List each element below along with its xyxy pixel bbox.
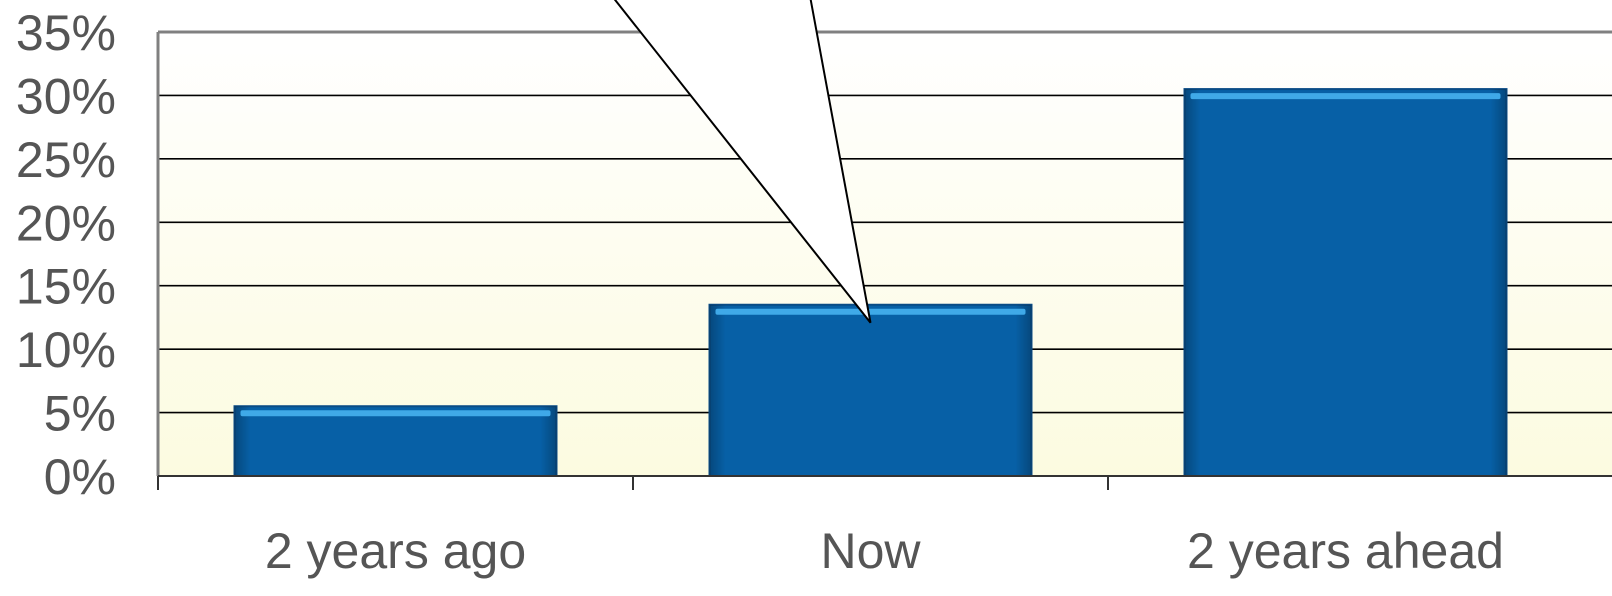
- bar: [1183, 88, 1508, 477]
- y-tick-label: 25%: [16, 132, 116, 188]
- callout-pointer: [613, 0, 872, 324]
- bar-bevel: [709, 304, 1032, 476]
- y-tick-label: 10%: [16, 322, 116, 378]
- y-tick-label: 15%: [16, 259, 116, 315]
- x-tick-labels: 2 years ago Now 2 years ahead: [265, 523, 1504, 579]
- y-tick-label: 30%: [16, 68, 116, 124]
- bar: [233, 405, 558, 478]
- x-tick-label: Now: [820, 523, 921, 579]
- bar: [708, 303, 1033, 477]
- y-tick-labels: 0% 5% 10% 15% 20% 25% 30% 35%: [16, 5, 116, 505]
- y-tick-label: 5%: [44, 386, 116, 442]
- y-tick-label: 0%: [44, 449, 116, 505]
- bars: [233, 88, 1508, 478]
- axes: [156, 32, 1612, 490]
- bar-bevel: [234, 406, 557, 476]
- callout: [613, 0, 872, 324]
- bar-highlight: [240, 410, 551, 417]
- x-tick-label: 2 years ago: [265, 523, 526, 579]
- x-tick-label: 2 years ahead: [1187, 523, 1504, 579]
- y-tick-label: 20%: [16, 195, 116, 251]
- bar-highlight: [715, 308, 1026, 315]
- bar-bevel: [1184, 89, 1507, 476]
- bar-highlight: [1190, 93, 1501, 100]
- y-tick-label: 35%: [16, 5, 116, 61]
